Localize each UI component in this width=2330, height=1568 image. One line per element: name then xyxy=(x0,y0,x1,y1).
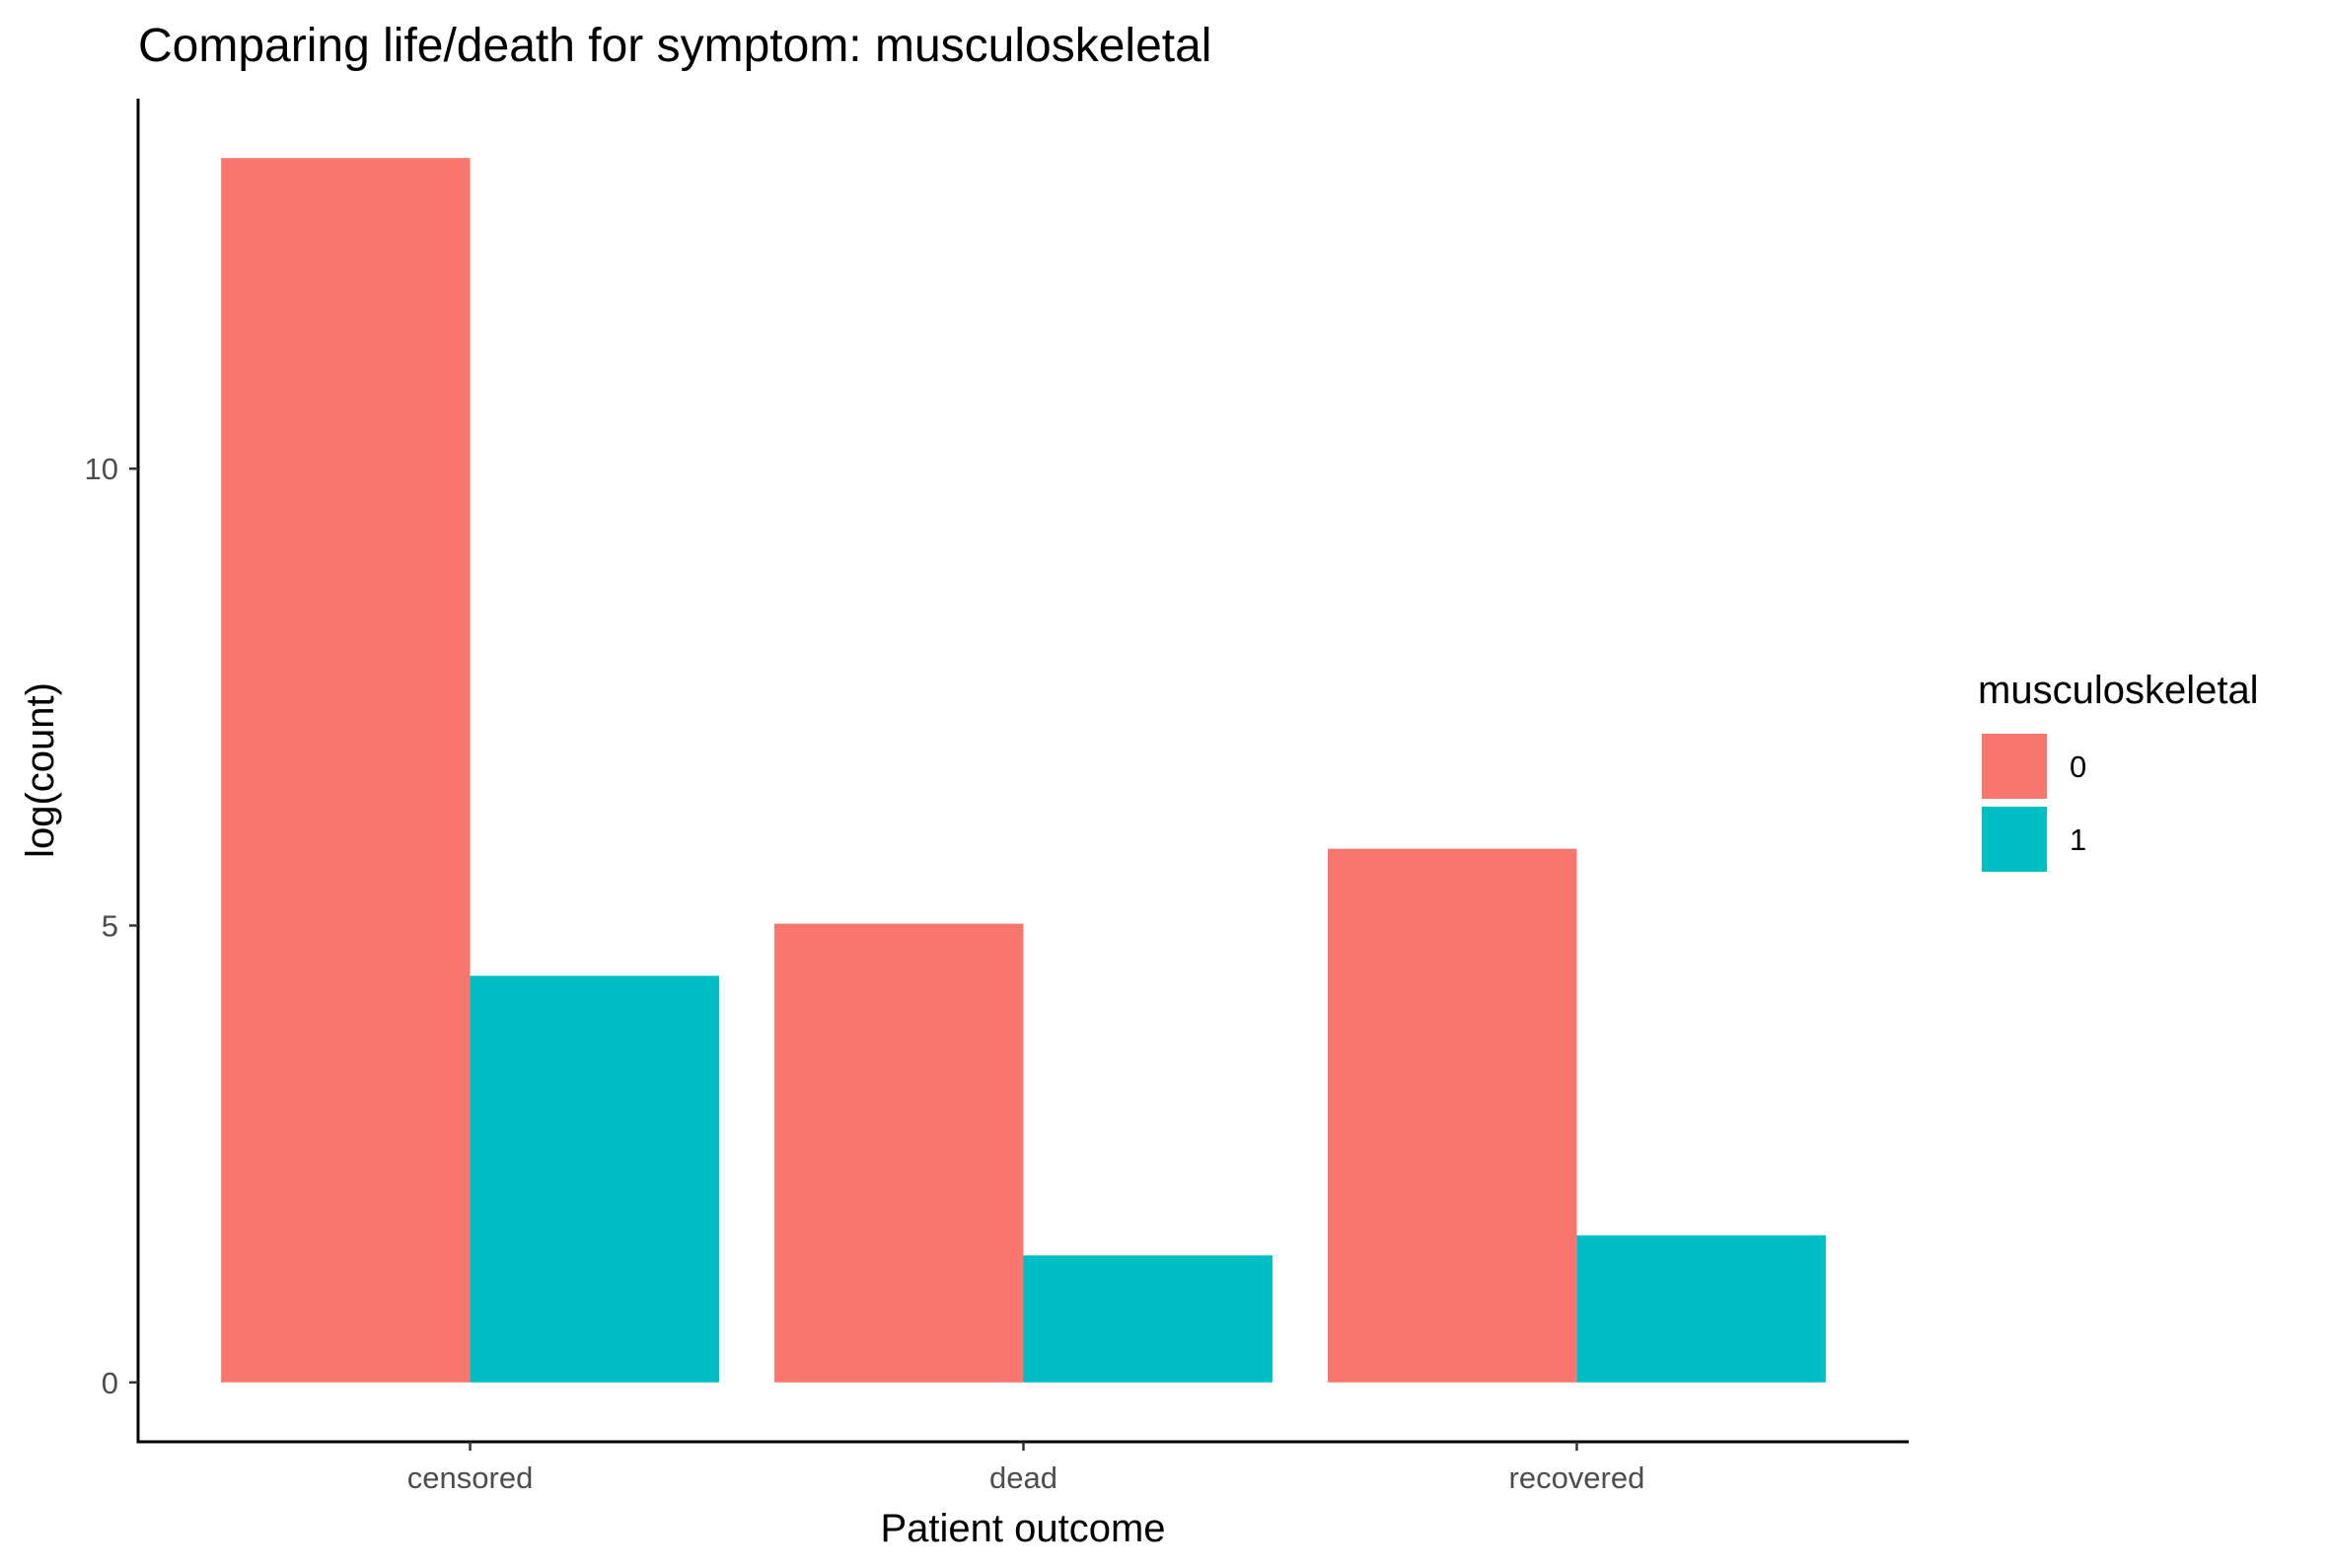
bar-censored-series-1 xyxy=(470,975,719,1383)
x-tick-label-dead: dead xyxy=(989,1461,1057,1495)
x-tick-label-recovered: recovered xyxy=(1509,1461,1645,1495)
bar-dead-series-0 xyxy=(774,923,1024,1383)
legend-key-0 xyxy=(1982,734,2047,799)
bar-recovered-series-1 xyxy=(1576,1235,1826,1383)
bars xyxy=(221,158,1826,1383)
x-axis-title: Patient outcome xyxy=(880,1507,1165,1550)
bar-recovered-series-0 xyxy=(1328,848,1577,1383)
x-tick-label-censored: censored xyxy=(407,1461,534,1495)
chart-title: Comparing life/death for symptom: muscul… xyxy=(138,20,1211,72)
y-tick-label: 0 xyxy=(102,1366,118,1400)
legend-title: musculoskeletal xyxy=(1978,669,2259,712)
bar-dead-series-1 xyxy=(1023,1254,1273,1383)
legend-label-1: 1 xyxy=(2070,822,2086,857)
x-ticks: censored dead recovered xyxy=(407,1442,1645,1495)
y-ticks: 0 5 10 xyxy=(85,452,138,1400)
legend-label-0: 0 xyxy=(2070,749,2086,784)
y-axis-title: log(count) xyxy=(19,682,62,858)
legend-items: 01 xyxy=(1982,734,2086,872)
legend-key-1 xyxy=(1982,807,2047,872)
bar-censored-series-0 xyxy=(221,158,471,1383)
y-tick-label: 5 xyxy=(102,909,118,944)
y-tick-label: 10 xyxy=(85,452,118,486)
legend: musculoskeletal 01 xyxy=(1978,669,2259,872)
